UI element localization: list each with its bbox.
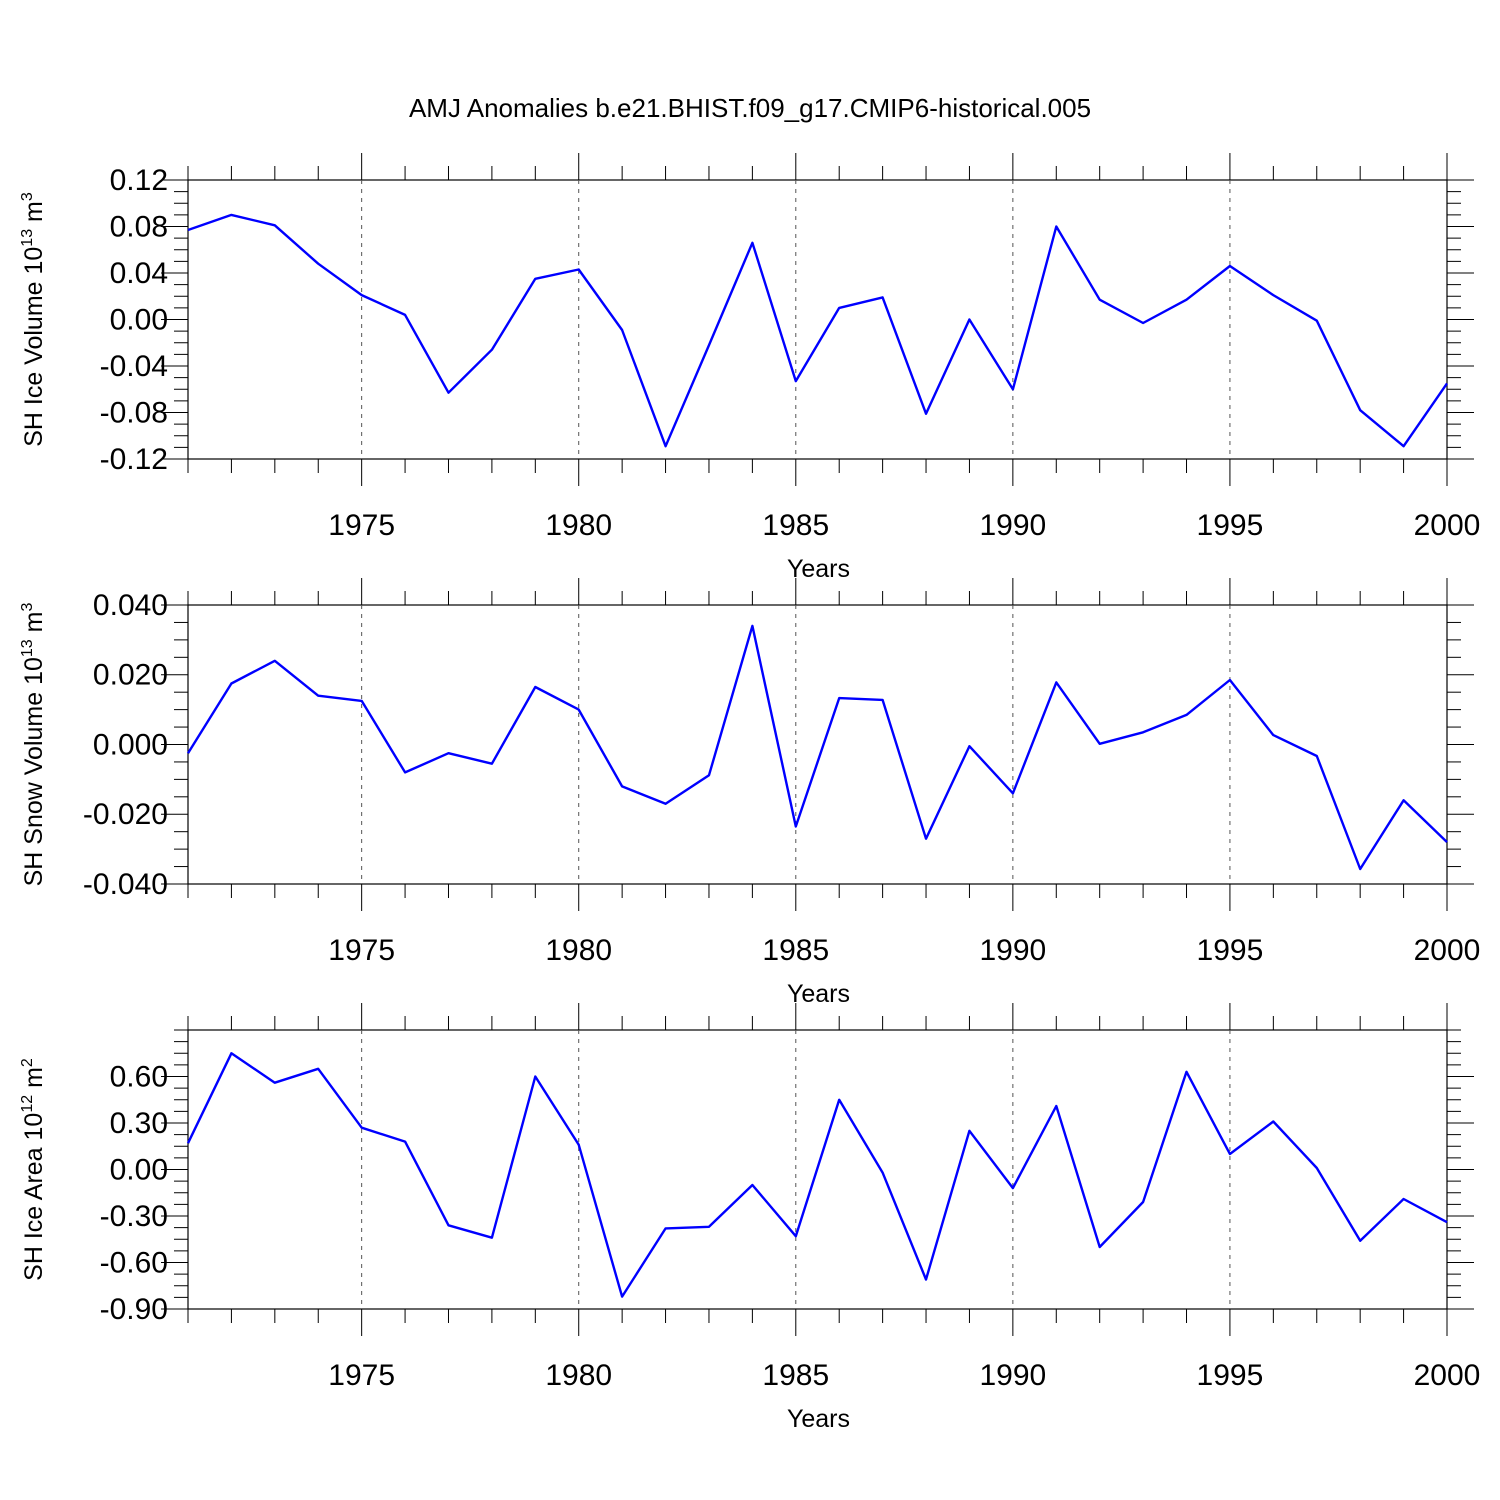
panel-1: -0.12 -0.08 -0.04 0.00 0.04 0.08 0.12 1975 1980 1… [19,153,1480,583]
x-tick-label: 1975 [328,509,395,542]
x-tick-label: 1980 [545,509,612,542]
x-tick-label: 1990 [979,509,1046,542]
x-axis-label: Years [787,980,850,1008]
y-tick-label: 0.12 [110,164,168,197]
y-tick-label: 0.020 [93,659,168,692]
x-tick-label: 1990 [979,1359,1046,1392]
y-tick-label: -0.60 [100,1246,168,1279]
panel-2: -0.040 -0.020 0.000 0.020 0.040 1975 1980 1985 1… [19,578,1480,1008]
x-tick-label: 1975 [328,1359,395,1392]
x-tick-label: 2000 [1414,1359,1481,1392]
y-tick-label: 0.08 [110,210,168,243]
y-tick-label: -0.020 [83,798,168,831]
x-tick-label: 2000 [1414,509,1481,542]
x-axis-label: Years [787,1405,850,1433]
x-tick-label: 1980 [545,1359,612,1392]
x-tick-label: 1985 [762,1359,829,1392]
x-tick-label: 1995 [1197,1359,1264,1392]
x-tick-label: 2000 [1414,934,1481,967]
x-tick-label: 1995 [1197,509,1264,542]
panel-3: -0.90 -0.60 -0.30 0.00 0.30 0.60 1975 1980 1985 1… [19,1003,1480,1433]
x-tick-label: 1980 [545,934,612,967]
y-axis-label: SH Ice Volume 1013 m3 [19,192,48,447]
series-line [186,1052,1448,1298]
series-line [186,624,1448,871]
y-tick-label: 0.000 [93,728,168,761]
y-tick-label: 0.60 [110,1060,168,1093]
y-tick-label: -0.30 [100,1200,168,1233]
y-axis-label: SH Snow Volume 1013 m3 [19,603,48,887]
y-tick-label: 0.00 [110,1153,168,1186]
chart-title: AMJ Anomalies b.e21.BHIST.f09_g17.CMIP6-… [409,93,1091,123]
y-tick-label: 0.30 [110,1107,168,1140]
y-tick-label: -0.04 [100,350,168,383]
y-axis-label: SH Ice Area 1012 m2 [19,1058,48,1281]
x-tick-label: 1975 [328,934,395,967]
x-tick-label: 1985 [762,509,829,542]
y-tick-label: -0.12 [100,443,168,476]
x-tick-label: 1990 [979,934,1046,967]
y-tick-label: 0.040 [93,589,168,622]
y-tick-label: 0.04 [110,257,168,290]
y-tick-label: -0.08 [100,396,168,429]
series-line [187,213,1448,448]
y-tick-label: 0.00 [110,303,168,336]
x-tick-label: 1985 [762,934,829,967]
y-tick-label: -0.90 [100,1293,168,1326]
y-tick-label: -0.040 [83,868,168,901]
x-tick-label: 1995 [1197,934,1264,967]
plot-frame [187,179,1448,460]
plot-frame [187,604,1448,885]
x-axis-label: Years [787,555,850,583]
